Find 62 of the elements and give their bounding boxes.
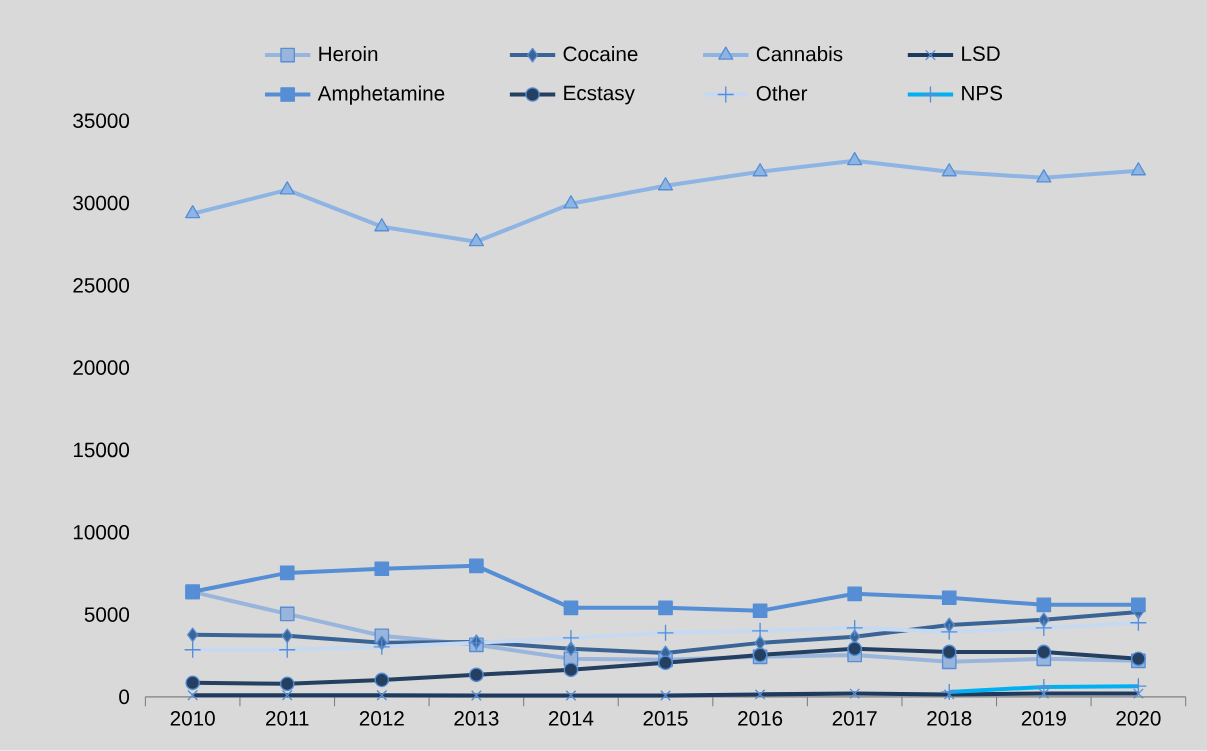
point (374, 561, 390, 577)
point (657, 177, 674, 191)
point (279, 606, 295, 622)
legend-label: Ecstasy (564, 85, 635, 105)
x-tick-label: 2014 (549, 711, 594, 726)
point (563, 195, 579, 209)
point (374, 672, 390, 688)
point (185, 675, 200, 691)
point (1036, 169, 1052, 183)
legend-label: NPS (962, 85, 1003, 101)
point (941, 590, 957, 606)
point (279, 676, 295, 692)
point (1036, 644, 1052, 660)
point (943, 617, 955, 633)
point (469, 558, 484, 574)
y-tick-label: 30000 (73, 195, 130, 211)
point (941, 163, 957, 177)
legend-label: Heroin (319, 46, 378, 62)
point (941, 644, 957, 660)
point (468, 233, 484, 247)
point (658, 600, 673, 616)
point (1038, 612, 1050, 628)
x-tick-label: 2015 (643, 711, 688, 726)
point (374, 218, 390, 232)
x-tick-label: 2017 (832, 711, 877, 726)
point (847, 641, 863, 657)
point (847, 152, 863, 166)
x-tick-label: 2018 (927, 711, 972, 726)
point (281, 628, 293, 644)
point (752, 163, 768, 177)
y-tick-label: 15000 (73, 442, 130, 458)
point (185, 205, 201, 219)
point (752, 603, 768, 619)
legend-label: Cannabis (756, 46, 843, 62)
x-tick-label: 2016 (738, 711, 783, 726)
legend-label: Other (756, 85, 808, 101)
x-tick-label: 2019 (1021, 711, 1066, 726)
y-tick-label: 10000 (73, 524, 130, 540)
point (1131, 597, 1146, 613)
point (186, 627, 199, 643)
x-tick-label: 2020 (1116, 711, 1161, 726)
point (469, 667, 484, 683)
y-tick-label: 0 (119, 689, 130, 705)
x-tick-label: 2011 (266, 711, 309, 726)
point (563, 600, 579, 616)
legend-label: Cocaine (563, 46, 638, 62)
point (279, 565, 295, 581)
y-tick-label: 5000 (84, 607, 130, 622)
x-tick-label: 2010 (170, 711, 215, 726)
y-tick-label: 35000 (73, 113, 130, 129)
point (563, 662, 579, 678)
legend-label: Amphetamine (317, 85, 445, 105)
legend-label: LSD (962, 46, 1000, 62)
point (1130, 162, 1146, 176)
x-tick-label: 2013 (454, 711, 499, 726)
y-tick-label: 20000 (73, 360, 130, 376)
y-tick-label: 25000 (73, 278, 130, 293)
point (847, 586, 863, 602)
point (279, 181, 295, 195)
x-tick-label: 2012 (359, 711, 404, 726)
point (1036, 597, 1052, 613)
point (565, 641, 577, 657)
